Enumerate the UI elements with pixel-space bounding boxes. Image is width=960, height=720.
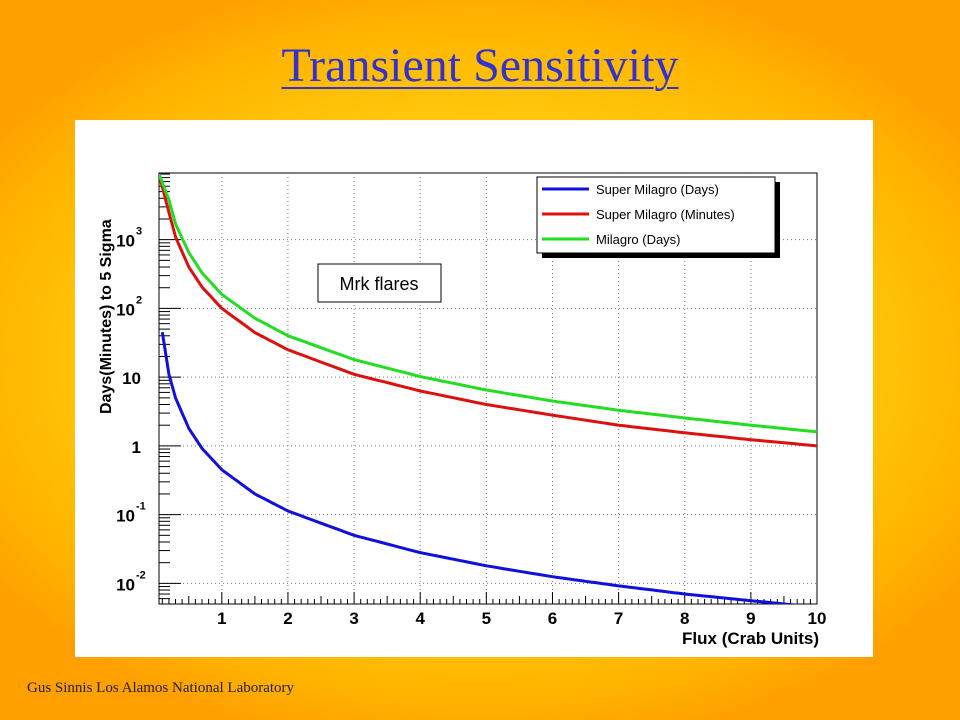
legend-label: Super Milagro (Days)	[596, 182, 719, 197]
y-tick-base: 10	[116, 575, 135, 594]
x-tick-label: 2	[283, 609, 292, 628]
footer-credit: Gus Sinnis Los Alamos National Laborator…	[27, 680, 295, 696]
y-tick-label: 10 2	[116, 294, 142, 319]
x-tick-label: 10	[808, 609, 827, 628]
y-tick-exponent: -1	[136, 501, 146, 513]
y-tick-base: 1	[132, 438, 141, 457]
y-tick-exponent: 2	[136, 294, 142, 306]
y-tick-exponent: -2	[136, 569, 146, 581]
annotation-text: Mrk flares	[339, 274, 418, 294]
x-tick-label: 6	[548, 609, 557, 628]
series-lines	[159, 173, 817, 604]
x-tick-label: 3	[349, 609, 358, 628]
y-tick-base: 10	[116, 507, 135, 526]
chart-panel: 1 2 3 4 5 6 7 8 9 10 10 -2 10 -1 1 10 10 2 10 3 Flux (Crab…	[75, 120, 873, 657]
series-line-2	[159, 173, 817, 448]
x-tick-label: 9	[746, 609, 755, 628]
x-axis-label: Flux (Crab Units)	[682, 629, 819, 648]
legend-label: Milagro (Days)	[596, 232, 681, 247]
y-tick-label: 10	[122, 369, 141, 388]
x-tick-label: 7	[614, 609, 623, 628]
y-tick-base: 10	[116, 300, 135, 319]
y-tick-label: 1	[132, 438, 141, 457]
x-tick-label: 8	[680, 609, 689, 628]
annotation-frame	[317, 263, 442, 303]
x-axis-ticks: 1 2 3 4 5 6 7 8 9 10	[217, 592, 826, 628]
y-tick-label: 10 3	[116, 226, 142, 251]
y-tick-label: 10 -2	[116, 569, 146, 594]
y-tick-base: 10	[116, 232, 135, 251]
series-line-1	[160, 332, 800, 604]
y-tick-exponent: 3	[136, 226, 142, 238]
y-axis-label: Days(Minutes) to 5 Sigma	[98, 219, 115, 414]
x-tick-label: 5	[482, 609, 491, 628]
y-tick-label: 10-1	[116, 501, 146, 526]
legend-label: Super Milagro (Minutes)	[596, 207, 735, 222]
series-line-3	[159, 173, 817, 434]
y-tick-base: 10	[122, 369, 141, 388]
annotation-box: Mrk flares	[317, 263, 442, 303]
grid	[159, 173, 817, 604]
x-tick-label: 1	[217, 609, 226, 628]
slide-title: Transient Sensitivity	[281, 39, 679, 92]
legend: Super Milagro (Days) Super Milagro (Minut…	[536, 176, 780, 258]
x-tick-label: 4	[415, 609, 425, 628]
